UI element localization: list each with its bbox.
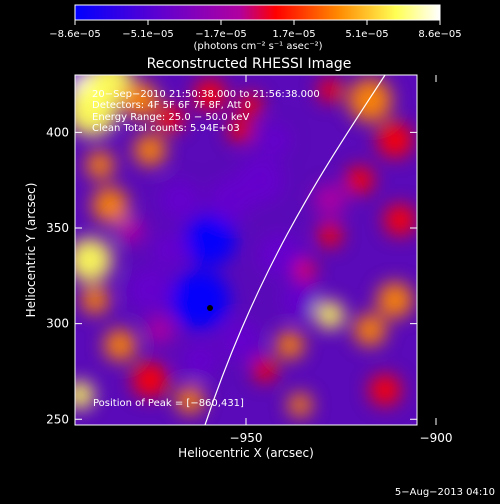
heatmap-blob [259,124,291,156]
y-tick-label: 400 [46,125,69,139]
heatmap-blob [295,260,315,280]
heatmap-blob [184,214,236,266]
y-tick-label: 350 [46,221,69,235]
heatmap-blob [122,82,158,118]
heatmap-blob [369,374,401,406]
heatmap-blob [92,187,128,223]
colorbar-tick-label: 5.1e−05 [345,29,388,40]
heatmap-blob [384,204,416,236]
colorbar [74,4,441,21]
heatmap-blob [170,270,230,330]
heatmap-blob [236,156,284,204]
heatmap-blob [288,393,312,417]
heatmap-blob [134,134,166,166]
colorbar-tick-labels: −8.6e−05 −5.1e−05 −1.7e−05 1.7e−05 5.1e−05 8.… [49,29,461,40]
peak-marker [207,305,213,311]
heatmap-image [75,75,417,425]
annotation-clean-counts: Clean Total counts: 5.94E+03 [92,123,240,134]
y-tick-label: 300 [46,317,69,331]
heatmap-blob [160,180,200,220]
y-axis-ticks: 250 300 350 400 [46,125,417,426]
colorbar-tick-label: −8.6e−05 [49,29,101,40]
heatmap-blob [75,381,94,409]
heatmap-blob [314,184,346,216]
heatmap-blob [258,233,302,277]
heatmap-blob [282,282,318,318]
heatmap-blob [81,286,109,314]
heatmap-blob [86,151,114,179]
heatmap-blob [346,166,374,194]
footer-date: 5−Aug−2013 04:10 [395,487,495,498]
colorbar-ticks [74,20,441,25]
annotation-energy-range: Energy Range: 25.0 − 50.0 keV [92,112,249,123]
x-axis-ticks: −950−900−850 [230,75,453,445]
x-tick-label: −950 [230,431,263,445]
heatmap-blob [75,238,112,282]
colorbar-tick-label: 1.7e−05 [272,29,315,40]
heatmap-blob [146,316,174,344]
y-axis-label: Heliocentric Y (arcsec) [24,183,38,318]
x-axis-label: Heliocentric X (arcsec) [178,446,314,460]
heatmap-blob [377,122,413,158]
heatmap-blob [194,79,226,111]
heatmap-blob [238,93,262,117]
heatmap-blob [104,329,136,361]
annotation-detectors: Detectors: 4F 5F 6F 7F 8F, Att 0 [92,100,251,111]
y-tick-label: 250 [46,412,69,426]
colorbar-unit-label: (photons cm⁻² s⁻¹ asec⁻²) [193,41,322,52]
heatmap-blob [377,282,413,318]
heatmap-blob [152,232,188,268]
heatmap-blob [318,223,342,247]
heatmap-blob [128,268,172,312]
heatmap-blob [348,78,392,122]
heatmap-blob [316,301,344,329]
x-tick-label: −900 [420,431,453,445]
annotation-time-range: 20−Sep−2010 21:50:38.000 to 21:56:38.000 [92,89,320,100]
heatmap-blob [228,118,252,142]
heatmap-blobs [75,75,416,417]
heatmap-blob [276,331,304,359]
heatmap-blob [132,362,168,398]
heatmap-blob [182,342,218,378]
heatmap-blob [318,78,342,102]
annotation-peak-position: Position of Peak = [−860,431] [93,398,244,409]
heatmap-blob [88,75,132,104]
colorbar-tick-label: −1.7e−05 [195,29,247,40]
chart-title: Reconstructed RHESSI Image [147,56,352,72]
solar-limb-line [204,75,386,425]
heatmap-blob [116,216,144,244]
peak-marker-center [208,306,212,310]
colorbar-tick-label: −5.1e−05 [122,29,174,40]
heatmap-blob [354,314,386,346]
heatmap-blob [176,386,204,414]
heatmap-blob [220,320,260,360]
colorbar-tick-label: 8.6e−05 [418,29,461,40]
heatmap-blob [156,104,184,132]
heatmap-blob [253,358,277,382]
